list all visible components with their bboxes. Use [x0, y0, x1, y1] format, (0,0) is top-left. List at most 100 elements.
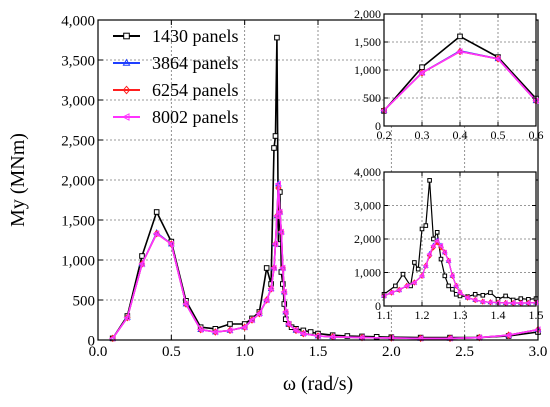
main-y-tick-label: 4,000 — [61, 13, 95, 29]
legend-item: 3864 panels — [113, 53, 238, 73]
main-y-tick-label: 0 — [88, 333, 96, 349]
main-data-point — [281, 308, 289, 316]
main-y-tick-label: 500 — [73, 293, 96, 309]
main-data-point — [373, 334, 380, 340]
inset-bottom-data-point — [446, 283, 451, 289]
legend-item: 6254 panels — [113, 80, 238, 100]
main-data-point — [255, 310, 262, 317]
main-data-point — [278, 264, 286, 272]
main-y-axis-label: My (MNm) — [7, 133, 29, 227]
legend-marker — [122, 58, 131, 66]
inset-bottom-data-point — [441, 249, 447, 256]
inset-top-data-point — [418, 69, 425, 77]
main-y-tick-label: 3,000 — [61, 93, 95, 109]
main-data-point — [475, 334, 482, 341]
inset-bottom-data-point — [423, 223, 429, 228]
main-data-point — [504, 331, 512, 339]
inset-top-x-tick-label: 0.2 — [377, 128, 392, 142]
main-data-point — [153, 209, 160, 215]
main-x-tick-label: 0.5 — [162, 344, 181, 360]
inset-bottom-data-point — [426, 251, 432, 257]
inset-top-x-tick-label: 0.6 — [529, 128, 544, 142]
legend-label: 6254 panels — [152, 80, 238, 100]
main-data-point — [274, 34, 280, 41]
main-data-point — [273, 212, 280, 220]
inset-top-series-line — [383, 50, 537, 111]
main-y-tick-label: 2,500 — [61, 133, 95, 149]
main-x-tick-label: 3.0 — [529, 344, 548, 360]
main-series-line — [112, 183, 539, 340]
main-data-point — [182, 300, 189, 308]
inset-bottom-data-point — [431, 236, 436, 242]
main-x-tick-label: 1.0 — [235, 344, 254, 360]
main-data-point — [139, 253, 145, 259]
main-data-point — [227, 321, 233, 327]
inset-bottom-data-point — [437, 242, 444, 249]
inset-bottom-data-point — [480, 292, 486, 298]
inset-bottom-x-tick-label: 1.2 — [415, 308, 430, 322]
inset-bottom-data-point — [509, 300, 516, 306]
main-data-point — [123, 314, 130, 321]
main-data-point — [271, 240, 279, 248]
inset-bottom-data-point — [456, 289, 463, 296]
inset-bottom-data-point — [479, 298, 485, 305]
main-x-tick-label: 1.5 — [309, 344, 328, 360]
inset-bottom-data-point — [503, 293, 508, 299]
inset-bottom-data-point — [427, 178, 432, 183]
main-data-point — [328, 333, 336, 341]
main-data-point — [240, 323, 248, 331]
main-data-point — [280, 288, 287, 296]
inset-bottom-data-point — [419, 226, 425, 232]
inset-bottom-data-point — [464, 294, 470, 301]
inset-top-x-tick-label: 0.4 — [453, 128, 468, 142]
legend-marker — [122, 113, 130, 121]
main-y-tick-label: 1,500 — [61, 213, 95, 229]
inset-bottom-data-point — [434, 230, 440, 235]
inset-bottom-data-point — [442, 273, 448, 279]
main-data-point — [196, 326, 204, 333]
inset-bottom-data-point — [488, 290, 493, 295]
main-y-tick-label: 2,000 — [61, 173, 95, 189]
inset-bottom-data-point — [418, 273, 425, 279]
inset-bottom-data-point — [388, 289, 394, 296]
main-data-point — [274, 180, 281, 188]
main-data-point — [248, 316, 255, 324]
inset-bottom-data-point — [400, 271, 406, 277]
inset-top-data-point — [456, 48, 463, 55]
main-data-point — [307, 329, 314, 335]
inset-bottom-data-point — [415, 266, 421, 272]
inset-bottom-data-point — [438, 256, 444, 262]
panel-inset-top: 0.2 0.3 0.4 0.5 0.6 0 500 1,000 1,500 2,000 — [354, 7, 544, 142]
main-data-point — [262, 296, 270, 304]
legend-label: 1430 panels — [152, 26, 238, 46]
main-data-point — [270, 264, 277, 272]
chart-legend: 1430 panels 3864 panels 6254 panels 8002 pa… — [113, 26, 238, 127]
inset-top-data-point — [457, 33, 463, 40]
inset-bottom-y-tick-label: 3,000 — [354, 199, 381, 213]
inset-bottom-data-point — [517, 300, 523, 306]
main-data-point — [292, 327, 299, 334]
inset-bottom-y-tick-label: 4,000 — [354, 165, 381, 179]
main-data-point — [267, 285, 274, 293]
main-data-point — [344, 333, 351, 339]
main-data-point — [272, 133, 279, 139]
main-data-point — [280, 281, 286, 287]
inset-top-data-point — [419, 64, 425, 71]
inset-bottom-x-tick-label: 1.4 — [491, 308, 506, 322]
main-x-tick-label: 2.0 — [382, 344, 401, 360]
inset-bottom-data-point — [450, 286, 455, 292]
inset-bottom-data-point — [471, 297, 478, 303]
inset-top-y-tick-label: 1,500 — [354, 35, 381, 49]
legend-item: 8002 panels — [113, 107, 238, 127]
main-x-tick-label: 2.5 — [455, 344, 474, 360]
main-y-tick-label: 1,000 — [61, 253, 95, 269]
inset-bottom-y-tick-label: 2,000 — [354, 232, 381, 246]
main-data-point — [299, 330, 306, 337]
inset-bottom-data-point — [452, 283, 459, 289]
inset-bottom-data-point — [487, 299, 493, 306]
inset-bottom-y-tick-label: 0 — [375, 299, 381, 313]
inset-bottom-data-point — [449, 273, 455, 279]
legend-label: 3864 panels — [152, 53, 238, 73]
legend-label: 8002 panels — [152, 107, 238, 127]
